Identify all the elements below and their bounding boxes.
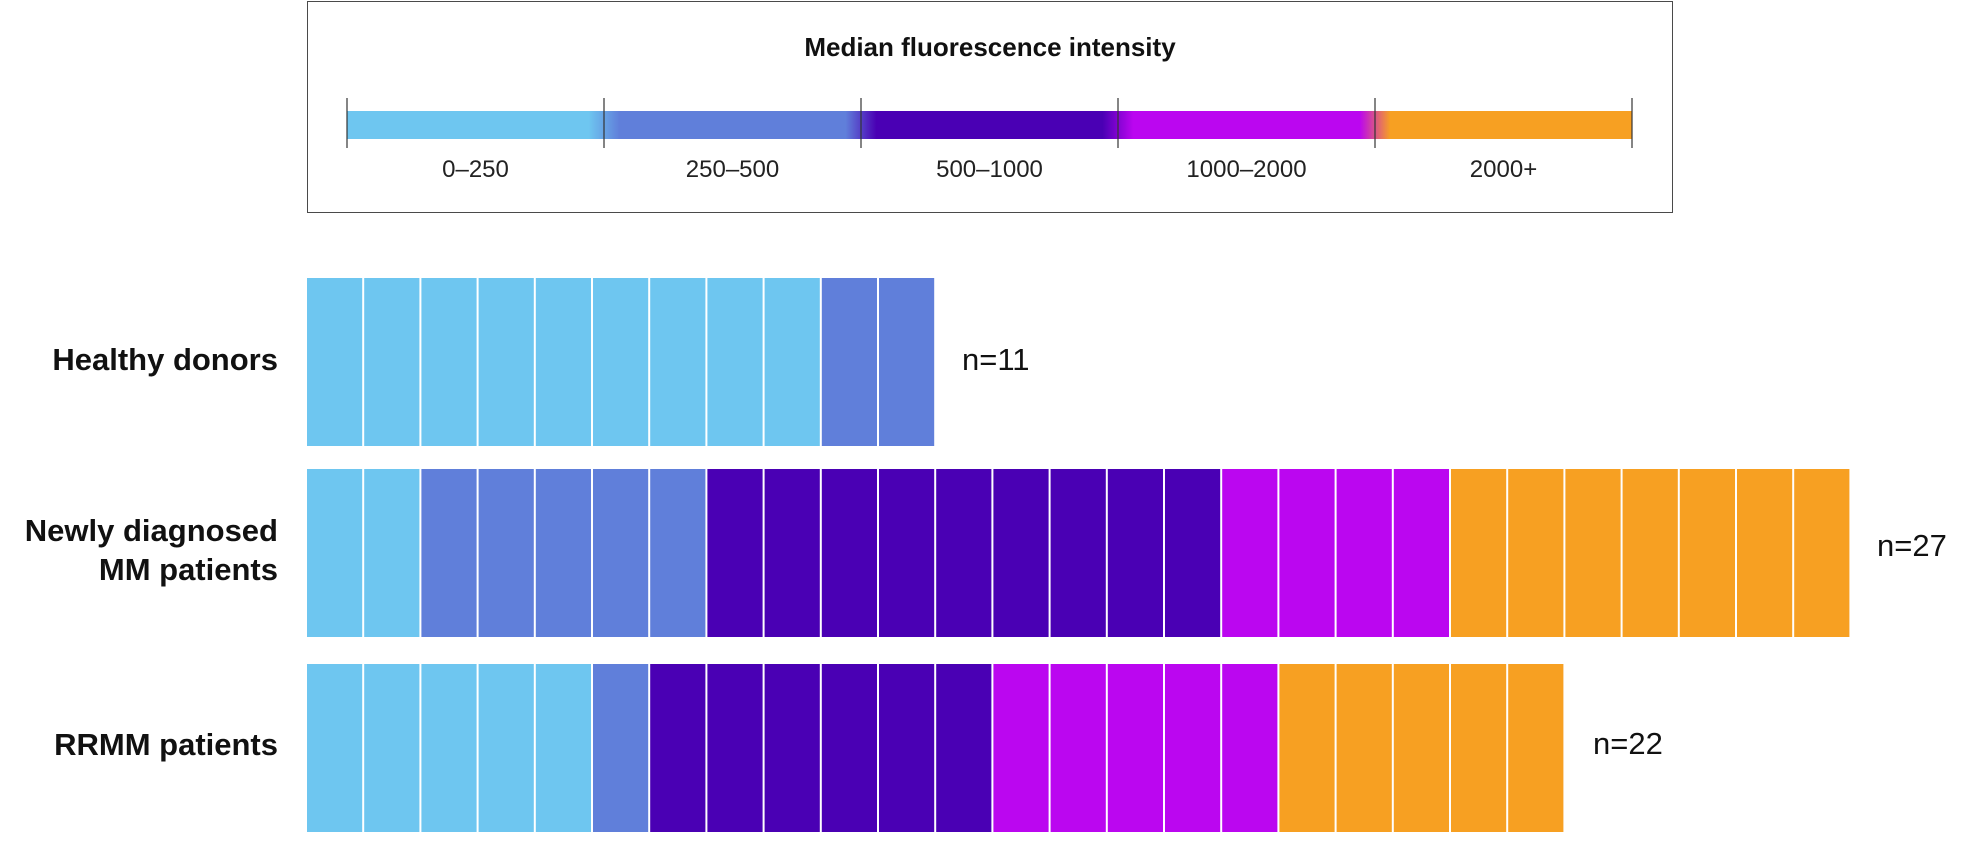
waffle-cell — [421, 278, 477, 446]
legend-swatch — [861, 111, 1118, 139]
legend-color-scale: 0–250 250–500 500–1000 1000–2000 2000+ — [346, 98, 1633, 183]
legend-swatch — [347, 111, 604, 139]
legend-title: Median fluorescence intensity — [804, 32, 1176, 62]
waffle-cell — [1165, 469, 1221, 637]
count-label-rrmm: n=22 — [1593, 726, 1663, 761]
waffle-cell — [879, 469, 935, 637]
waffle-cell — [993, 469, 1049, 637]
legend-label: 0–250 — [442, 156, 509, 183]
waffle-cell — [707, 664, 763, 832]
row-label-rrmm: RRMM patients — [54, 725, 278, 764]
legend-label: 1000–2000 — [1186, 156, 1306, 183]
waffle-cell — [821, 278, 877, 446]
waffle-cell — [993, 664, 1049, 832]
waffle-cell — [1050, 469, 1106, 637]
waffle-cell — [1107, 664, 1163, 832]
waffle-cell — [1336, 664, 1392, 832]
legend-label: 2000+ — [1470, 156, 1537, 183]
waffle-cell — [879, 278, 935, 446]
legend-label: 500–1000 — [936, 156, 1043, 183]
waffle-cell — [1508, 469, 1564, 637]
legend-swatch — [604, 111, 861, 139]
waffle-cell — [1050, 664, 1106, 832]
waffle-cell — [1107, 469, 1163, 637]
waffle-cell — [1737, 469, 1793, 637]
waffle-cell — [535, 469, 591, 637]
waffle-cell — [307, 664, 363, 832]
waffle-cell — [650, 664, 706, 832]
waffle-cell — [307, 278, 363, 446]
row-label-newly-diagnosed: Newly diagnosed MM patients — [25, 511, 278, 589]
waffle-cell — [1451, 664, 1507, 832]
waffle-cell — [1622, 469, 1678, 637]
waffle-cell — [535, 278, 591, 446]
row-label-healthy-donors: Healthy donors — [52, 340, 278, 379]
waffle-cell — [1393, 664, 1449, 832]
waffle-cell — [1336, 469, 1392, 637]
waffle-cell — [879, 664, 935, 832]
waffle-cell — [1165, 664, 1221, 832]
waffle-cell — [593, 278, 649, 446]
row-label-line: MM patients — [98, 552, 278, 587]
count-label-newly-diagnosed: n=27 — [1877, 528, 1947, 563]
row-label-line: RRMM patients — [54, 727, 278, 762]
waffle-cell — [764, 469, 820, 637]
waffle-cell — [821, 664, 877, 832]
waffle-cell — [1508, 664, 1564, 832]
legend-swatch — [1375, 111, 1632, 139]
waffle-cell — [936, 664, 992, 832]
row-label-line: Newly diagnosed — [24, 513, 278, 548]
waffle-cell — [764, 664, 820, 832]
count-label-healthy-donors: n=11 — [962, 342, 1030, 377]
waffle-cell — [1679, 469, 1735, 637]
waffle-cell — [1222, 469, 1278, 637]
waffle-cell — [421, 664, 477, 832]
waffle-cell — [1565, 469, 1621, 637]
waffle-cell — [1451, 469, 1507, 637]
waffle-cell — [936, 469, 992, 637]
waffle-cell — [364, 664, 420, 832]
waffle-cell — [593, 664, 649, 832]
waffle-cell — [707, 469, 763, 637]
waffle-cell — [593, 469, 649, 637]
waffle-cell — [764, 278, 820, 446]
waffle-cell — [1222, 664, 1278, 832]
legend-label: 250–500 — [686, 156, 779, 183]
waffle-cell — [421, 469, 477, 637]
legend-box: Median fluorescence intensity 0–250 250–5… — [307, 1, 1673, 213]
waffle-cell — [478, 664, 534, 832]
waffle-cell — [1279, 469, 1335, 637]
row-label-line: Healthy donors — [52, 342, 278, 377]
waffle-cell — [650, 469, 706, 637]
waffle-cell — [307, 469, 363, 637]
waffle-cell — [1279, 664, 1335, 832]
waffle-cell — [707, 278, 763, 446]
waffle-cell — [821, 469, 877, 637]
waffle-cell — [1393, 469, 1449, 637]
waffle-cell — [364, 278, 420, 446]
waffle-cell — [478, 278, 534, 446]
waffle-cell — [364, 469, 420, 637]
waffle-cell — [1794, 469, 1850, 637]
waffle-cell — [478, 469, 534, 637]
waffle-cell — [535, 664, 591, 832]
waffle-cell — [650, 278, 706, 446]
legend-swatch — [1118, 111, 1375, 139]
